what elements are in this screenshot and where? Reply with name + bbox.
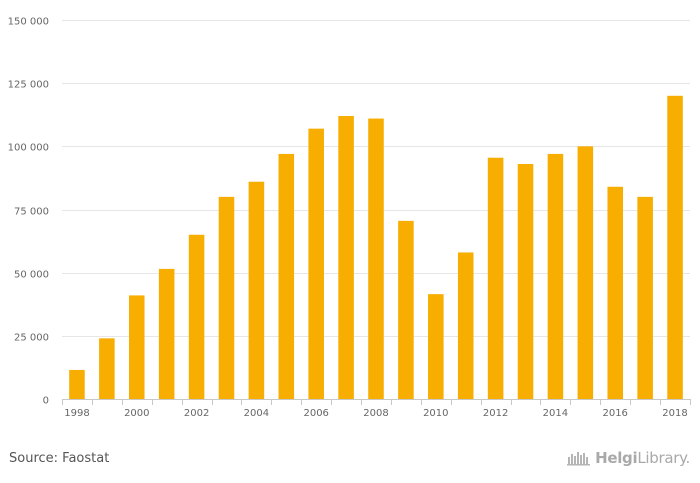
y-tick-label: 125 000 <box>8 80 49 91</box>
bar-2002 <box>188 234 205 399</box>
bar-2007 <box>338 116 354 399</box>
x-tick-label: 2000 <box>124 408 149 419</box>
x-tick-label: 2014 <box>543 408 568 419</box>
x-tick-label: 2006 <box>303 408 328 419</box>
bar-2011 <box>457 252 474 399</box>
brand-name-rest: Library. <box>637 449 690 467</box>
bar-2016 <box>607 186 624 399</box>
y-tick-label: 75 000 <box>14 207 49 218</box>
x-tick-label: 2018 <box>662 408 687 419</box>
x-tick-label: 2012 <box>483 408 508 419</box>
bars <box>69 95 683 400</box>
bar-2015 <box>577 146 594 399</box>
x-tick-label: 2004 <box>244 408 269 419</box>
bar-2017 <box>637 196 653 399</box>
bar-2004 <box>248 181 265 399</box>
brand-name-bold: Helgi <box>595 449 638 467</box>
bar-2010 <box>428 294 444 399</box>
x-tick-label: 1998 <box>64 408 89 419</box>
bar-2009 <box>398 220 414 399</box>
bar-2014 <box>547 153 564 399</box>
helgi-library-logo-icon <box>567 450 591 466</box>
brand-name: HelgiLibrary. <box>595 449 690 467</box>
x-tick-label: 2016 <box>602 408 627 419</box>
bar-1998 <box>69 369 85 399</box>
bar-2012 <box>487 157 504 399</box>
bar-2013 <box>517 164 534 399</box>
y-tick-label: 100 000 <box>8 143 49 154</box>
bar-1999 <box>99 338 115 399</box>
bar-2006 <box>308 128 324 399</box>
bar-2008 <box>368 118 384 399</box>
x-tick-label: 2010 <box>423 408 448 419</box>
bar-2001 <box>158 268 175 399</box>
y-axis-ticks: 0 25 000 50 000 75 000 100 000 125 000 150 000 <box>8 17 49 407</box>
bar-2005 <box>278 153 295 399</box>
x-tick-label: 2008 <box>363 408 388 419</box>
source-note: Source: Faostat <box>9 451 110 466</box>
x-tick-label: 2002 <box>184 408 209 419</box>
bar-2003 <box>218 196 235 399</box>
bar-2000 <box>128 295 145 399</box>
x-axis-ticks: 1998 2000 2002 2004 2006 2008 2010 2012 2014 2016… <box>62 399 691 419</box>
y-tick-label: 25 000 <box>14 333 49 344</box>
y-tick-label: 0 <box>43 396 49 407</box>
y-tick-label: 150 000 <box>8 17 49 28</box>
brand-logo[interactable]: HelgiLibrary. <box>567 449 690 467</box>
bar-2018 <box>667 95 683 400</box>
y-tick-label: 50 000 <box>14 270 49 281</box>
